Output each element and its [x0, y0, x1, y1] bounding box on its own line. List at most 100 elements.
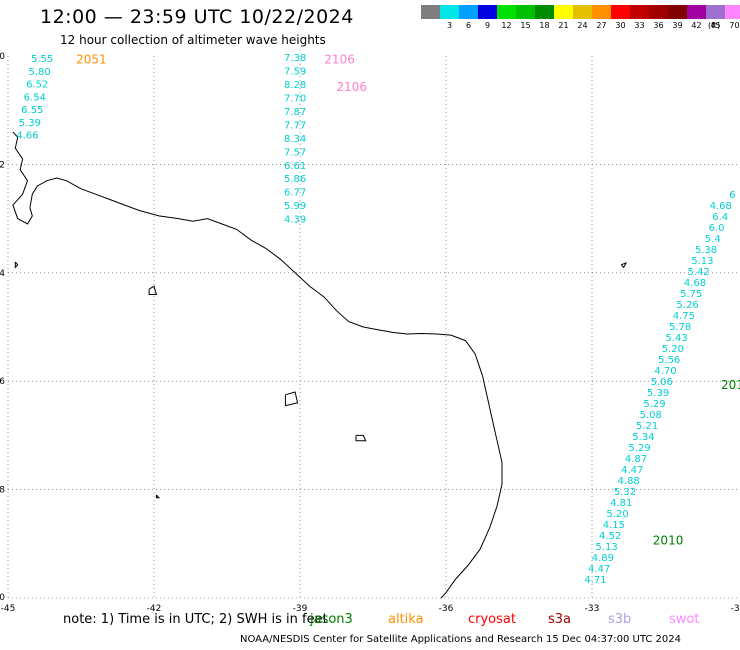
pass-time-label: 201 — [721, 378, 740, 392]
wave-height-label: 4.52 — [599, 531, 621, 542]
wave-height-label: 5.34 — [632, 432, 654, 443]
island-rocas-atoll — [148, 285, 158, 295]
wave-height-label: 4.47 — [588, 564, 610, 575]
wave-height-label: 4.66 — [16, 131, 38, 142]
wave-height-label: 4.88 — [618, 476, 640, 487]
lon-tick-label: -30 — [731, 604, 740, 614]
wave-height-label: 4.70 — [654, 366, 676, 377]
wave-height-label: 5.99 — [284, 201, 306, 212]
legend-item: 12 — [497, 5, 516, 30]
island-small-east — [355, 434, 367, 442]
wave-height-label: 5.80 — [28, 67, 50, 78]
legend-label: 9 — [484, 21, 491, 30]
legend-item: 36 — [649, 5, 668, 30]
legend-swatch — [611, 5, 630, 19]
wave-height-label: 4.15 — [603, 520, 625, 531]
legend-swatch — [706, 5, 725, 19]
satellite-swot: swot — [669, 612, 700, 627]
color-legend: 3 6 9 12 15 18 21 24 27 30 33 36 39 42 45 70 — [421, 5, 740, 30]
wave-height-label: 5.42 — [688, 267, 710, 278]
wave-height-label: 4.47 — [621, 465, 643, 476]
lat-tick-label: -2 — [0, 160, 5, 170]
island-west-dot — [14, 261, 19, 269]
wave-height-label: 7.87 — [284, 107, 306, 118]
wave-height-label: 5.38 — [695, 245, 717, 256]
wave-height-label: 4.39 — [284, 215, 306, 226]
legend-item: 45 — [706, 5, 725, 30]
wave-height-label: 4.71 — [584, 575, 606, 586]
satellite-s3b: s3b — [608, 612, 632, 627]
island-far-east — [620, 262, 628, 269]
pass-time-label: 2106 — [324, 53, 355, 67]
wave-height-label: 5.75 — [680, 289, 702, 300]
wave-height-label: 5.78 — [669, 322, 691, 333]
wave-height-label: 5.43 — [665, 333, 687, 344]
note-line: note: 1) Time is in UTC; 2) SWH is in fe… — [63, 612, 733, 628]
wave-height-label: 4.68 — [710, 201, 732, 212]
wave-height-label: 7.38 — [284, 53, 306, 64]
legend-swatch — [630, 5, 649, 19]
lon-tick-label: -45 — [1, 604, 16, 614]
pass-time-label: 2051 — [76, 53, 107, 67]
lon-tick-label: -39 — [293, 604, 308, 614]
wave-height-label: 5.26 — [676, 300, 698, 311]
wave-height-label: 5.29 — [629, 443, 651, 454]
chart-title: 12:00 — 23:59 UTC 10/22/2024 — [40, 6, 354, 28]
island-fernando — [284, 391, 299, 407]
note-text: note: 1) Time is in UTC; 2) SWH is in fe… — [63, 612, 328, 627]
legend-swatch — [478, 5, 497, 19]
legend-item — [421, 5, 440, 30]
wave-height-label: 4.68 — [684, 278, 706, 289]
lon-tick-label: -42 — [147, 604, 162, 614]
legend-swatch — [535, 5, 554, 19]
wave-height-label: 6.52 — [26, 80, 48, 91]
legend-swatch — [497, 5, 516, 19]
coastline-sao-marcos-bay — [12, 131, 33, 225]
pass-time-label: 2106 — [337, 80, 368, 94]
wave-height-label: 4.87 — [625, 454, 647, 465]
legend-label: 24 — [577, 21, 588, 30]
legend-swatch — [725, 5, 740, 19]
wave-height-label: 5.56 — [658, 355, 680, 366]
wave-height-label: 7.59 — [284, 67, 306, 78]
legend-item: 39 — [668, 5, 687, 30]
legend-swatch — [649, 5, 668, 19]
wave-height-label: 6.77 — [284, 188, 306, 199]
wave-height-label: 4.81 — [610, 498, 632, 509]
satellite-cryosat: cryosat — [468, 612, 516, 627]
legend-swatch — [687, 5, 706, 19]
wave-height-label: 6 — [729, 190, 735, 201]
wave-height-label: 5.29 — [643, 399, 665, 410]
legend-unit: (ft) — [708, 21, 721, 30]
wave-height-label: 8.34 — [284, 134, 306, 145]
wave-height-label: 8.28 — [284, 80, 306, 91]
coastline-mainland — [29, 177, 503, 599]
legend-swatch — [554, 5, 573, 19]
wave-height-label: 5.32 — [614, 487, 636, 498]
wave-height-label: 5.13 — [595, 542, 617, 553]
island-south-dot — [155, 494, 161, 499]
wave-height-label: 5.08 — [640, 410, 662, 421]
wave-height-label: 7.70 — [284, 94, 306, 105]
map-axes: 0 -2 -4 -6 -8 -10-45 -42 -39 -36 -33 -30 — [0, 52, 740, 614]
lat-tick-label: -4 — [0, 269, 5, 279]
wave-height-label: 5.39 — [19, 118, 41, 129]
legend-item: 27 — [592, 5, 611, 30]
legend-swatch — [421, 5, 440, 19]
satellite-jason3: jason3 — [310, 612, 353, 627]
legend-label: 15 — [520, 21, 531, 30]
legend-item: 15 — [516, 5, 535, 30]
lat-tick-label: -10 — [0, 593, 5, 603]
chart-subtitle: 12 hour collection of altimeter wave hei… — [60, 33, 326, 47]
legend-label: 3 — [446, 21, 453, 30]
wave-height-label: 6.0 — [709, 223, 725, 234]
satellite-altika: altika — [388, 612, 424, 627]
lon-tick-label: -36 — [439, 604, 454, 614]
legend-item: 30 — [611, 5, 630, 30]
wave-height-label: 5.20 — [606, 509, 628, 520]
wave-height-label: 6.61 — [284, 161, 306, 172]
track-c: 64.686.46.05.45.385.135.424.685.755.264.… — [584, 190, 740, 586]
satellite-s3a: s3a — [548, 612, 572, 627]
legend-label: 70 — [729, 21, 740, 30]
wave-height-label: 5.39 — [647, 388, 669, 399]
